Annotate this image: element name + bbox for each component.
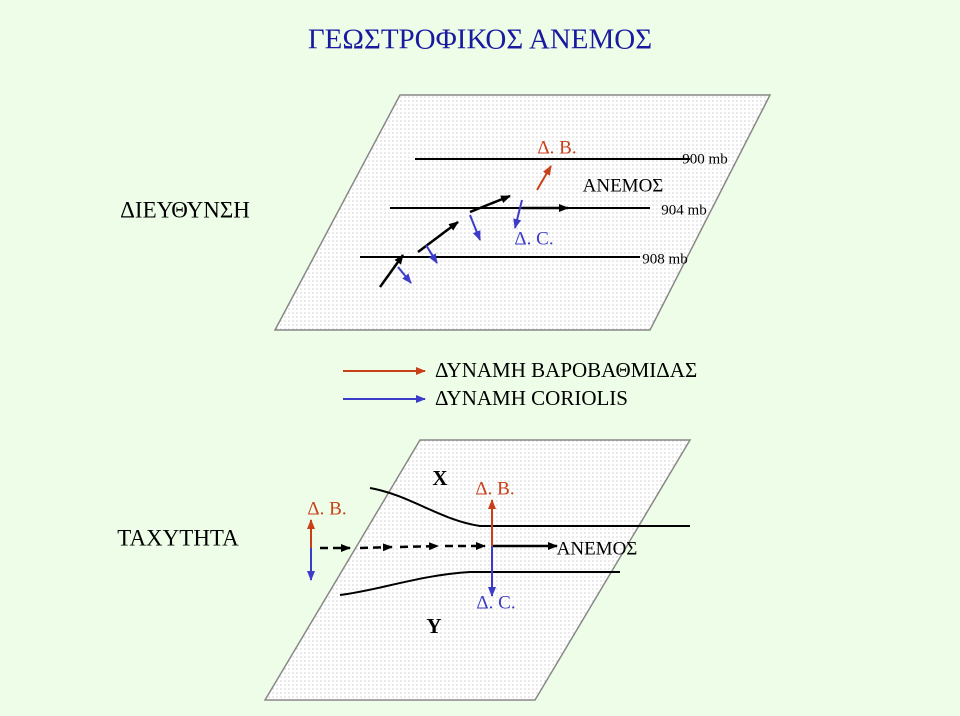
streamlines — [339, 487, 690, 596]
pressure-label: Δ. Β. — [475, 478, 514, 499]
isobar-label: 900 mb — [682, 151, 727, 167]
wind-label: ΑΝΕΜΟΣ — [557, 538, 638, 559]
label: ΔΙΕΥΘΥΝΣΗ — [120, 197, 250, 222]
coriolis-label: Δ. C. — [476, 592, 515, 613]
legend-label: ΔΥΝΑΜΗ CORIOLIS — [435, 386, 628, 410]
x-label: X — [432, 466, 447, 490]
pressure-arrow — [536, 165, 552, 191]
coriolis-label: Δ. C. — [514, 228, 553, 249]
coriolis-arrows — [397, 199, 523, 284]
y-label: Y — [426, 614, 441, 638]
wind-arrows — [320, 542, 558, 552]
pressure-label: Δ. Β. — [307, 498, 346, 519]
isobar-label: 904 mb — [661, 202, 706, 218]
label: ΤΑΧΥΤΗΤΑ — [117, 525, 239, 550]
plane — [273, 94, 772, 331]
wind-path — [378, 194, 569, 288]
pressure-label: Δ. Β. — [537, 137, 576, 158]
isobar-label: 908 mb — [642, 251, 687, 267]
title: ΓΕΩΣΤΡΟΦΙΚΟΣ ΑΝΕΜΟΣ — [308, 24, 652, 56]
wind-label: ΑΝΕΜΟΣ — [583, 175, 664, 196]
plane — [263, 439, 692, 701]
legend-label: ΔΥΝΑΜΗ ΒΑΡΟΒΑΘΜΙΔΑΣ — [435, 358, 697, 382]
